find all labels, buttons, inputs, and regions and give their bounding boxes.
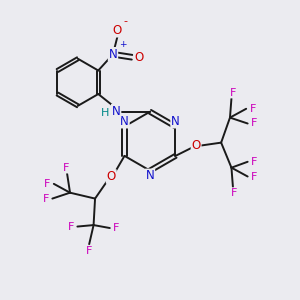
Text: F: F: [44, 179, 50, 189]
Text: H: H: [101, 108, 109, 118]
Text: F: F: [250, 104, 256, 114]
Text: F: F: [43, 194, 49, 204]
Text: F: F: [62, 163, 69, 173]
Text: F: F: [251, 157, 257, 167]
Text: O: O: [134, 51, 143, 64]
Text: F: F: [251, 172, 257, 182]
Text: -: -: [124, 16, 128, 26]
Text: F: F: [251, 118, 257, 128]
Text: N: N: [112, 105, 121, 118]
Text: N: N: [109, 48, 117, 61]
Text: F: F: [68, 222, 74, 232]
Text: N: N: [120, 115, 129, 128]
Text: F: F: [230, 88, 236, 98]
Text: O: O: [191, 139, 201, 152]
Text: F: F: [113, 223, 119, 233]
Text: F: F: [231, 188, 238, 198]
Text: N: N: [171, 115, 180, 128]
Text: O: O: [113, 24, 122, 37]
Text: N: N: [146, 169, 154, 182]
Text: O: O: [106, 170, 116, 183]
Text: +: +: [119, 40, 127, 49]
Text: F: F: [86, 246, 92, 256]
